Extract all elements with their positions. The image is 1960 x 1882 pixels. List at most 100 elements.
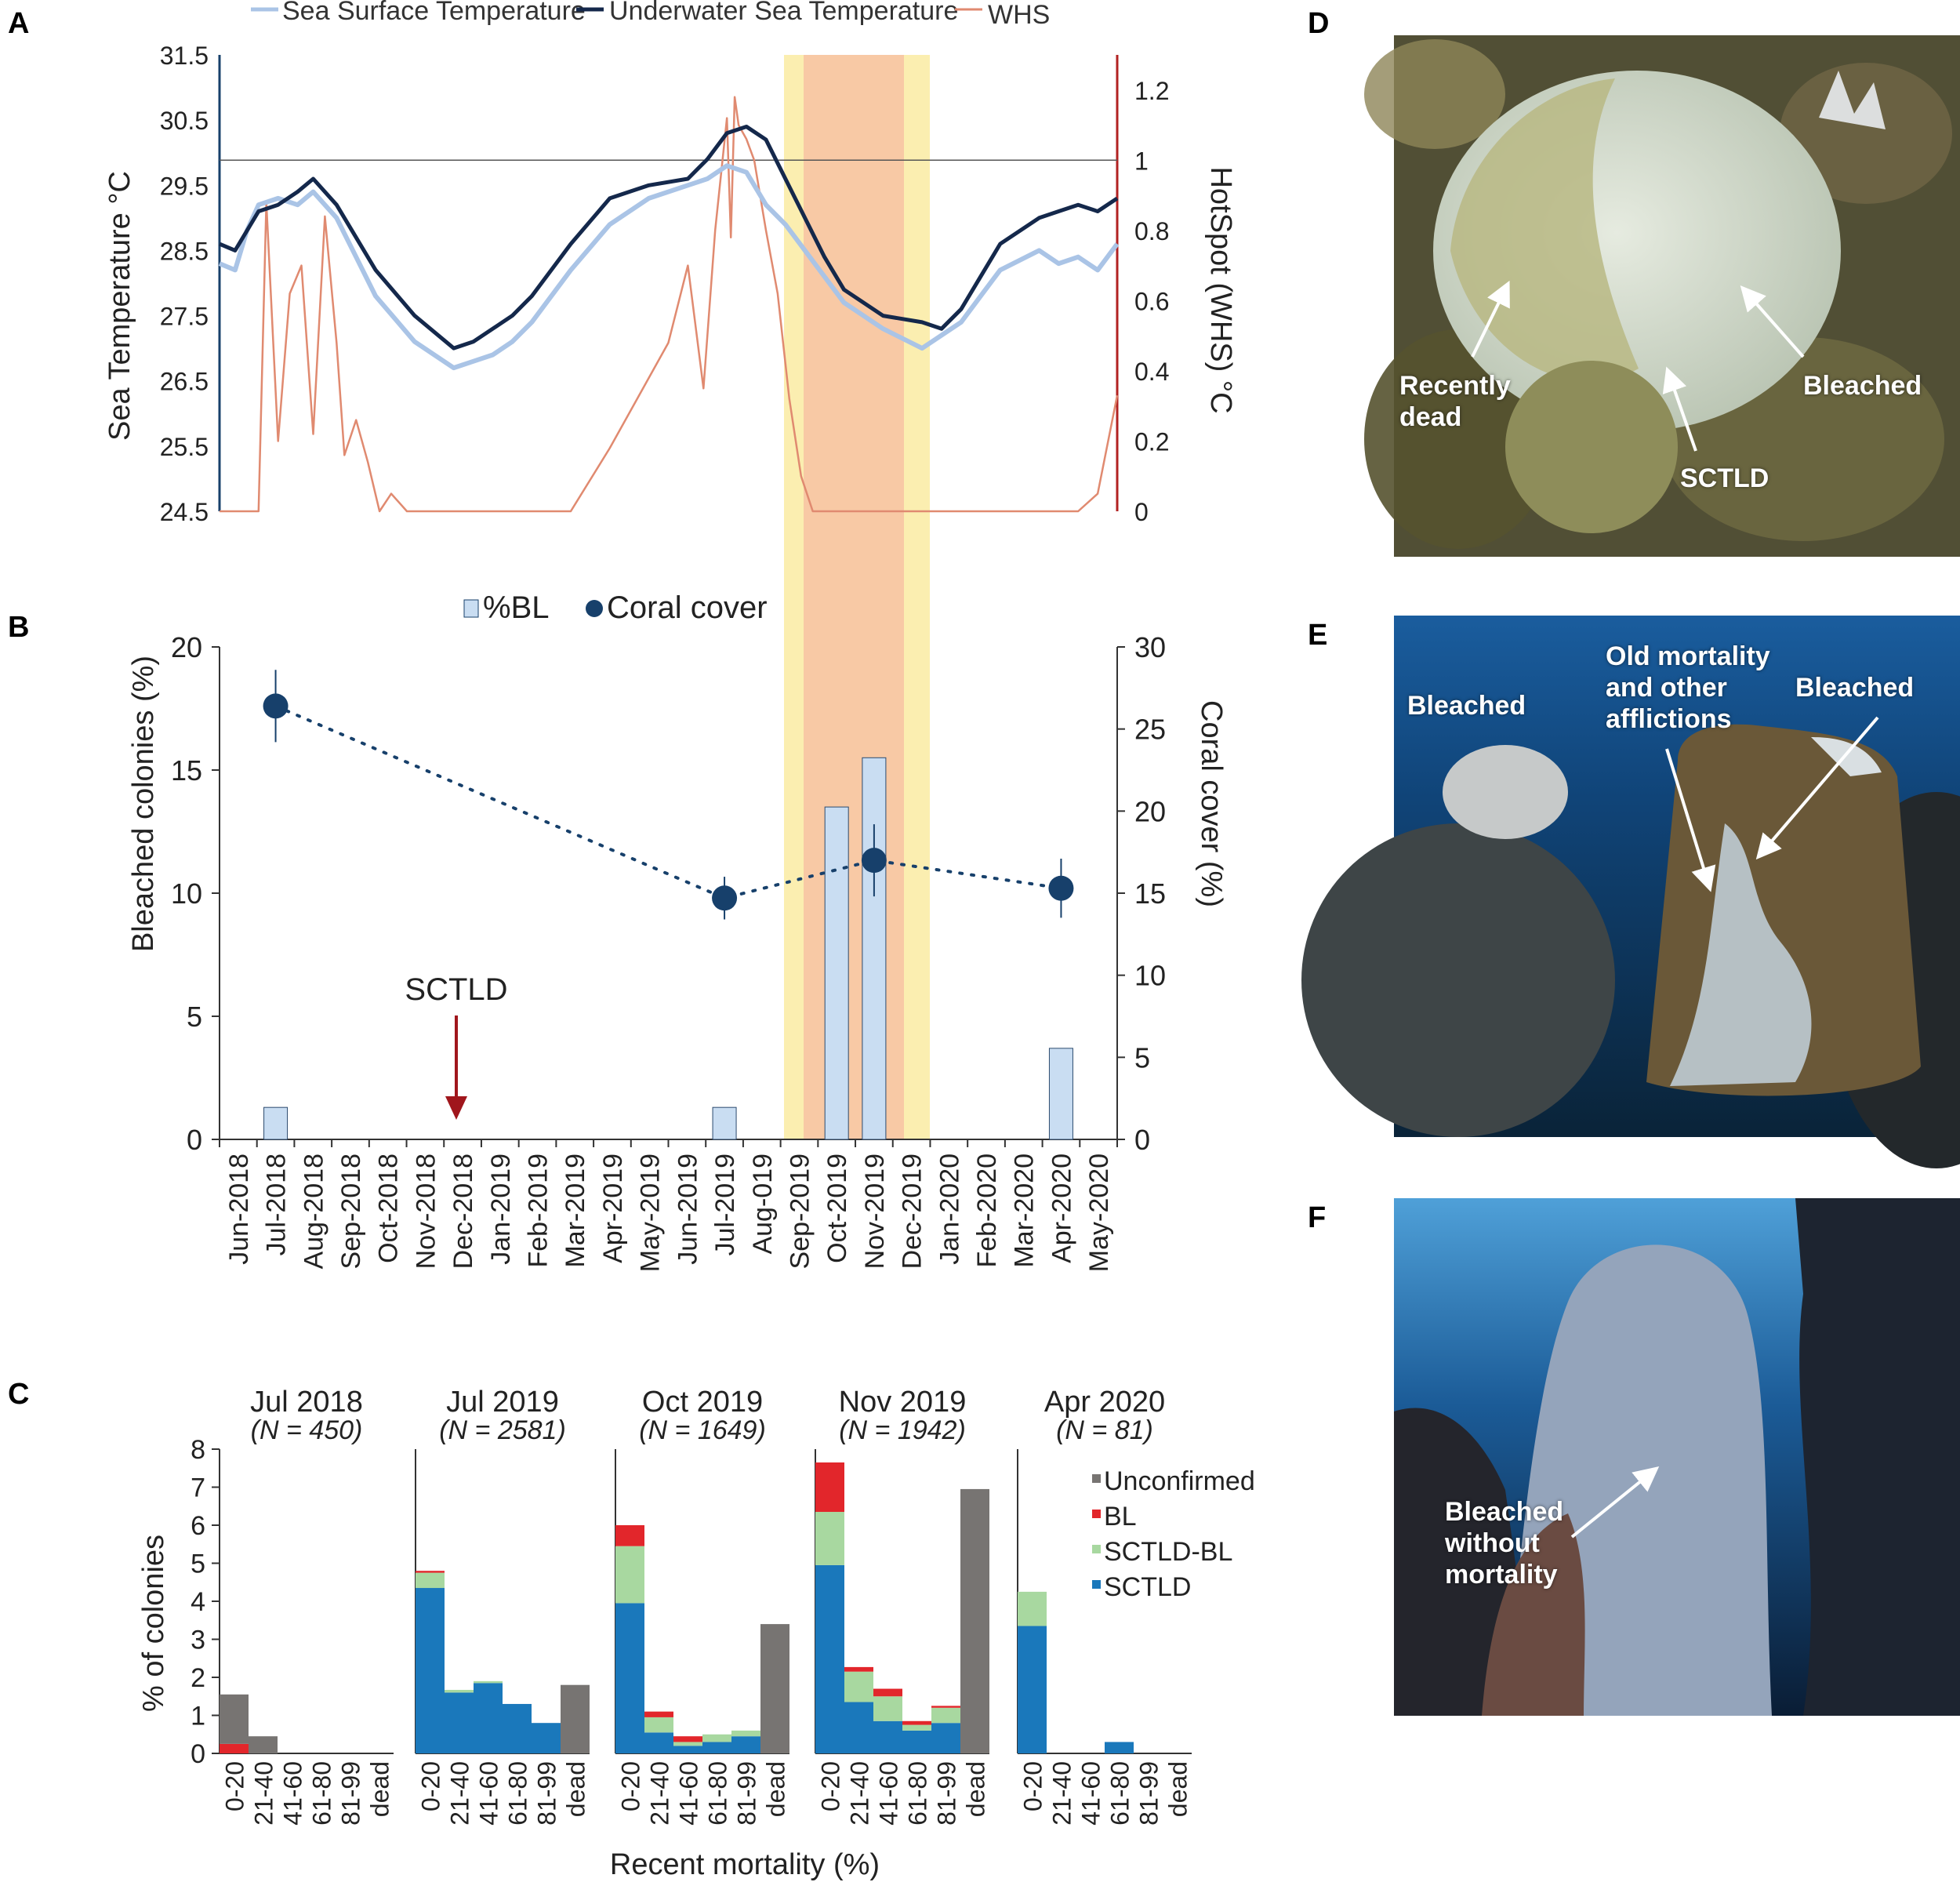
c-bar-3-3-SCTLD bbox=[902, 1730, 931, 1753]
a-plot bbox=[218, 55, 1120, 513]
axis-title-b-left: Bleached colonies (%) bbox=[127, 656, 160, 952]
c-tick-4: 4 bbox=[191, 1587, 205, 1617]
c-bar-2-2-SCTLD_BL bbox=[673, 1742, 702, 1746]
c-tick-0: 8 bbox=[191, 1435, 205, 1465]
panel-b: %BL Coral cover Bleached colonies (%) Co… bbox=[127, 590, 1228, 1272]
c-x-label-1-4: 81-99 bbox=[533, 1761, 561, 1826]
c-x-label-3-4: 81-99 bbox=[933, 1761, 961, 1826]
c-x-label-1-0: 0-20 bbox=[417, 1761, 445, 1811]
c-bar-1-2-SCTLD bbox=[474, 1683, 503, 1753]
a-tick-right-4: 0.4 bbox=[1134, 358, 1169, 386]
axis-title-c-bottom: Recent mortality (%) bbox=[610, 1848, 880, 1881]
a-tick-labels: 31.5 30.5 29.5 28.5 27.5 26.5 25.5 24.5 1.2 1 0.8 0… bbox=[160, 42, 1170, 526]
c-bar-3-0-BL bbox=[815, 1462, 844, 1513]
c-x-label-3-2: 41-60 bbox=[875, 1761, 903, 1826]
c-x-label-2-4: 81-99 bbox=[733, 1761, 761, 1826]
coral-cover-point-0 bbox=[263, 693, 289, 719]
sctld-annotation: SCTLD bbox=[405, 972, 507, 1007]
b-tick-right-3: 15 bbox=[1134, 877, 1166, 910]
c-x-label-0-1: 21-40 bbox=[250, 1761, 278, 1826]
c-x-label-3-3: 61-80 bbox=[904, 1761, 932, 1826]
a-tick-right-3: 0.6 bbox=[1134, 287, 1169, 315]
b-x-label-9: Mar-2019 bbox=[561, 1154, 590, 1268]
b-x-label-2: Aug-2018 bbox=[299, 1154, 328, 1269]
a-tick-left-4: 27.5 bbox=[160, 303, 209, 331]
bl-bar-3 bbox=[862, 757, 887, 1140]
c-bar-1-1-SCTLD bbox=[445, 1692, 474, 1753]
c-bar-3-1-SCTLD bbox=[844, 1702, 873, 1753]
c-bar-0-1-Unconfirmed bbox=[249, 1736, 278, 1753]
photo-e bbox=[1301, 616, 1960, 1168]
c-bar-1-0-SCTLD bbox=[416, 1588, 445, 1753]
c-bar-3-2-SCTLD bbox=[873, 1720, 902, 1753]
b-x-label-17: Nov-2019 bbox=[860, 1154, 890, 1269]
highlight-band-orange bbox=[804, 55, 904, 1139]
legend-bl: %BL bbox=[483, 590, 550, 625]
panel-letter-d: D bbox=[1308, 7, 1329, 40]
bl-bar-2 bbox=[824, 806, 849, 1140]
coral-cover-point-2 bbox=[861, 848, 887, 874]
c-bar-0-0-Unconfirmed bbox=[220, 1694, 249, 1744]
panel-c: % of colonies Recent mortality (%) Uncon… bbox=[137, 1386, 1255, 1881]
b-tick-left-2: 10 bbox=[171, 877, 202, 910]
label-bleached-e-right: Bleached bbox=[1795, 673, 1915, 703]
c-bar-3-5-Unconfirmed bbox=[960, 1488, 989, 1753]
bl-bar-1 bbox=[712, 1106, 737, 1140]
c-bar-4-0-SCTLD bbox=[1018, 1626, 1047, 1753]
b-tick-right-6: 0 bbox=[1134, 1124, 1150, 1156]
c-subplot-n-3: (N = 1942) bbox=[839, 1415, 966, 1445]
c-x-label-3-5: dead bbox=[962, 1761, 990, 1817]
a-tick-left-7: 24.5 bbox=[160, 498, 209, 526]
label-bleached-without-mortality: Bleached without mortality bbox=[1445, 1497, 1564, 1590]
c-tick-6: 2 bbox=[191, 1663, 205, 1693]
c-x-label-1-5: dead bbox=[562, 1761, 590, 1817]
c-bar-2-1-SCTLD bbox=[644, 1732, 673, 1753]
c-x-label-0-2: 41-60 bbox=[279, 1761, 307, 1826]
c-bar-2-0-SCTLD bbox=[615, 1603, 644, 1753]
c-bar-3-0-SCTLD_BL bbox=[815, 1512, 844, 1565]
b-x-label-16: Oct-2019 bbox=[822, 1154, 852, 1263]
panel-letter-b: B bbox=[8, 611, 29, 644]
c-bar-4-0-SCTLD_BL bbox=[1018, 1591, 1047, 1626]
bl-bar-4 bbox=[1048, 1048, 1073, 1140]
legend-underwater: Underwater Sea Temperature bbox=[609, 0, 958, 26]
b-x-label-0: Jun-2018 bbox=[224, 1154, 254, 1265]
legend-sctld-bl: SCTLD-BL bbox=[1104, 1537, 1232, 1567]
series-whs-line bbox=[220, 96, 1119, 513]
a-tick-left-5: 26.5 bbox=[160, 368, 209, 396]
c-bar-3-1-BL bbox=[844, 1666, 873, 1672]
c-bar-1-3-SCTLD bbox=[503, 1703, 532, 1753]
c-subplot-title-0: Jul 2018 bbox=[250, 1386, 363, 1419]
label-old-mortality: Old mortality and other afflictions bbox=[1606, 641, 1770, 734]
c-tick-1: 7 bbox=[191, 1473, 205, 1503]
legend-whs: WHS bbox=[988, 0, 1050, 30]
b-x-label-12: Jun-2019 bbox=[673, 1154, 702, 1265]
b-tick-right-1: 25 bbox=[1134, 714, 1166, 746]
c-bar-3-2-BL bbox=[873, 1688, 902, 1697]
c-bar-3-3-SCTLD_BL bbox=[902, 1724, 931, 1731]
c-bar-3-0-SCTLD bbox=[815, 1564, 844, 1753]
c-bar-3-3-BL bbox=[902, 1720, 931, 1725]
label-bleached-e-left: Bleached bbox=[1407, 691, 1526, 721]
label-recently-dead: Recently dead bbox=[1399, 371, 1511, 432]
c-bar-1-4-SCTLD bbox=[532, 1723, 561, 1753]
c-x-label-4-0: 0-20 bbox=[1019, 1761, 1047, 1811]
c-bar-0-0-BL bbox=[220, 1743, 249, 1753]
c-bar-2-2-SCTLD bbox=[673, 1746, 702, 1753]
a-tick-left-3: 28.5 bbox=[160, 237, 209, 265]
b-tick-right-2: 20 bbox=[1134, 795, 1166, 827]
bl-bar-0 bbox=[263, 1106, 289, 1140]
a-tick-right-0: 1.2 bbox=[1134, 77, 1169, 105]
c-bar-1-5-Unconfirmed bbox=[561, 1684, 590, 1753]
b-x-label-5: Nov-2018 bbox=[411, 1154, 441, 1269]
c-bar-4-3-SCTLD bbox=[1105, 1742, 1134, 1753]
b-tick-left-1: 15 bbox=[171, 754, 202, 787]
c-x-label-0-4: 81-99 bbox=[337, 1761, 365, 1826]
c-bar-1-2-SCTLD_BL bbox=[474, 1680, 503, 1684]
b-x-label-19: Jan-2020 bbox=[935, 1154, 964, 1265]
c-subplot-n-0: (N = 450) bbox=[251, 1415, 363, 1445]
b-x-label-20: Feb-2020 bbox=[972, 1154, 1002, 1268]
series-sst-line bbox=[218, 163, 1120, 371]
c-x-label-2-5: dead bbox=[762, 1761, 790, 1817]
